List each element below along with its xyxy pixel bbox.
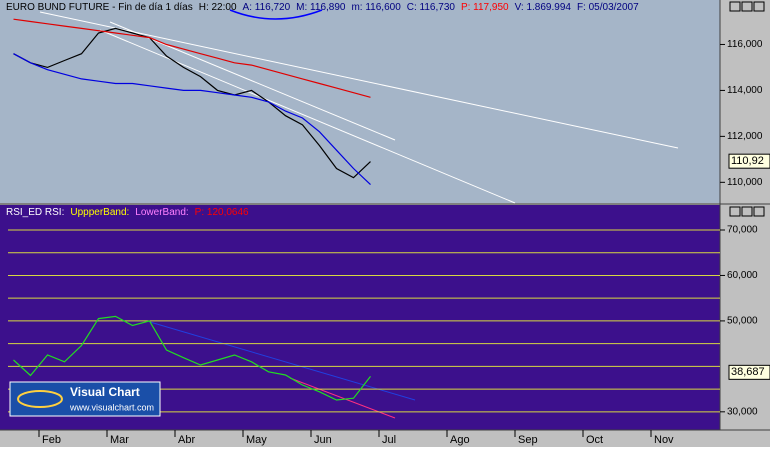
y-tick-label: 110,000 xyxy=(727,177,763,188)
header-item: H: 22:00 xyxy=(199,2,237,13)
y-tick-label: 50,000 xyxy=(727,316,758,327)
header-item: UppperBand: xyxy=(70,207,129,218)
logo-box xyxy=(9,381,161,417)
header-item: RSI_ED RSI: xyxy=(6,207,64,218)
x-tick-label: Feb xyxy=(42,434,61,446)
close-button[interactable] xyxy=(753,206,765,217)
y-tick-label: 112,000 xyxy=(727,131,763,142)
close-button[interactable] xyxy=(753,1,765,12)
minimize-button[interactable] xyxy=(729,1,741,12)
x-tick-label: Sep xyxy=(518,434,538,446)
logo: Visual Chart www.visualchart.com xyxy=(9,381,161,417)
series-line xyxy=(13,315,371,401)
x-tick-label: Oct xyxy=(586,434,603,446)
logo-url: www.visualchart.com xyxy=(69,402,154,412)
logo-swoosh xyxy=(17,390,63,408)
last-value-label: 38,687 xyxy=(731,366,765,378)
header-arc xyxy=(229,9,323,20)
last-value-box xyxy=(728,153,770,169)
series-line xyxy=(13,18,371,98)
last-value-label: 110,92 xyxy=(731,155,764,167)
header-item: LowerBand: xyxy=(135,207,188,218)
y-tick-label: 114,000 xyxy=(727,85,763,96)
y-tick-label: 30,000 xyxy=(727,406,758,417)
maximize-button[interactable] xyxy=(741,206,753,217)
x-tick-label: Ago xyxy=(450,434,470,446)
y-tick-label: 60,000 xyxy=(727,270,758,281)
x-tick-label: Nov xyxy=(654,434,674,446)
y-tick-label: 116,000 xyxy=(727,39,763,50)
x-tick-label: Jul xyxy=(382,434,396,446)
trend-line xyxy=(39,11,679,149)
header-item: V: 1.869.994 xyxy=(515,2,572,13)
x-tick-label: Jun xyxy=(314,434,332,446)
header-item: EURO BUND FUTURE - Fin de día 1 días xyxy=(6,2,193,13)
trend-lines xyxy=(39,11,679,204)
header-item: F: 05/03/2007 xyxy=(577,2,639,13)
panel-header: EURO BUND FUTURE - Fin de día 1 días H: 2… xyxy=(6,2,639,13)
x-tick-label: May xyxy=(246,434,267,446)
trend-line xyxy=(109,21,396,141)
y-tick-label: 70,000 xyxy=(727,225,758,236)
header-item: A: 116,720 xyxy=(243,2,291,13)
panel-header: RSI_ED RSI: UppperBand: LowerBand: P: 120,0… xyxy=(6,207,249,218)
maximize-button[interactable] xyxy=(741,1,753,12)
x-tick-label: Abr xyxy=(178,434,195,446)
header-item: C: 116,730 xyxy=(407,2,456,13)
series-line xyxy=(13,53,371,186)
series-line xyxy=(13,27,371,179)
header-item: m: 116,600 xyxy=(351,2,401,13)
rsi-trend-line xyxy=(149,321,416,401)
trend-line xyxy=(99,29,516,204)
window-buttons[interactable] xyxy=(729,1,765,217)
header-item: P: 117,950 xyxy=(461,2,509,13)
logo-title: Visual Chart xyxy=(70,385,140,399)
x-tick-label: Mar xyxy=(110,434,129,446)
last-value-box xyxy=(728,364,770,380)
minimize-button[interactable] xyxy=(729,206,741,217)
header-item: M: 116,890 xyxy=(296,2,346,13)
header-item: P: 120,0646 xyxy=(195,207,249,218)
